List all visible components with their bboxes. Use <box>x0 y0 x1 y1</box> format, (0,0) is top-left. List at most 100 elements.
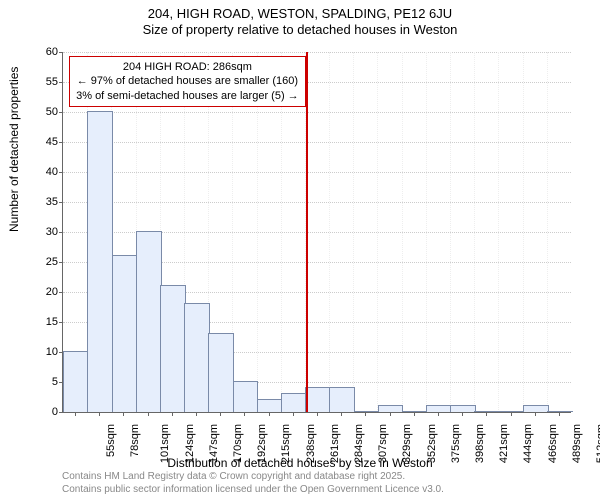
y-tick-label: 10 <box>34 346 58 358</box>
y-tick-label: 5 <box>34 376 58 388</box>
grid-line-h <box>63 172 571 173</box>
title-line-2: Size of property relative to detached ho… <box>0 22 600 38</box>
x-tick-label: 421sqm <box>498 424 510 463</box>
histogram-bar <box>329 387 355 412</box>
y-axis-label: Number of detached properties <box>7 67 21 232</box>
x-tick-label: 147sqm <box>208 424 220 463</box>
y-tick-label: 30 <box>34 226 58 238</box>
chart-title-block: 204, HIGH ROAD, WESTON, SPALDING, PE12 6… <box>0 0 600 39</box>
histogram-bar <box>208 333 234 412</box>
histogram-bar <box>160 285 186 412</box>
x-tick-mark <box>293 412 294 416</box>
x-tick-mark <box>172 412 173 416</box>
histogram-bar <box>450 405 476 412</box>
grid-line-v <box>498 52 499 412</box>
histogram-bar <box>402 411 428 412</box>
plot-wrap: 204 HIGH ROAD: 286sqm← 97% of detached h… <box>62 52 570 412</box>
grid-line-v <box>474 52 475 412</box>
y-tick-label: 25 <box>34 256 58 268</box>
y-tick-mark <box>59 142 63 143</box>
grid-line-h <box>63 112 571 113</box>
x-tick-mark <box>317 412 318 416</box>
grid-line-v <box>353 52 354 412</box>
histogram-bar <box>63 351 89 412</box>
y-tick-mark <box>59 112 63 113</box>
grid-line-v <box>523 52 524 412</box>
x-tick-mark <box>390 412 391 416</box>
x-tick-label: 78sqm <box>129 424 141 457</box>
x-tick-label: 261sqm <box>329 424 341 463</box>
x-tick-mark <box>269 412 270 416</box>
x-tick-label: 124sqm <box>184 424 196 463</box>
x-tick-label: 55sqm <box>105 424 117 457</box>
x-tick-mark <box>462 412 463 416</box>
plot-area: 204 HIGH ROAD: 286sqm← 97% of detached h… <box>62 52 571 413</box>
x-tick-label: 238sqm <box>305 424 317 463</box>
histogram-bar <box>281 393 307 412</box>
grid-line-v <box>402 52 403 412</box>
y-tick-label: 40 <box>34 166 58 178</box>
y-tick-label: 60 <box>34 46 58 58</box>
annotation-line: ← 97% of detached houses are smaller (16… <box>76 74 299 88</box>
y-tick-label: 20 <box>34 286 58 298</box>
histogram-bar <box>378 405 404 412</box>
y-tick-mark <box>59 172 63 173</box>
histogram-bar <box>523 405 549 412</box>
x-tick-mark <box>438 412 439 416</box>
x-tick-mark <box>196 412 197 416</box>
y-tick-mark <box>59 202 63 203</box>
grid-line-v <box>426 52 427 412</box>
y-tick-mark <box>59 232 63 233</box>
footer-attribution: Contains HM Land Registry data © Crown c… <box>62 471 444 496</box>
footer-line-2: Contains public sector information licen… <box>62 484 444 497</box>
x-tick-mark <box>559 412 560 416</box>
x-tick-label: 375sqm <box>450 424 462 463</box>
annotation-line: 3% of semi-detached houses are larger (5… <box>76 89 299 103</box>
histogram-bar <box>112 255 138 412</box>
x-tick-label: 192sqm <box>256 424 268 463</box>
x-tick-mark <box>341 412 342 416</box>
histogram-bar <box>305 387 331 412</box>
x-tick-mark <box>244 412 245 416</box>
y-tick-label: 35 <box>34 196 58 208</box>
x-tick-label: 284sqm <box>353 424 365 463</box>
histogram-bar <box>87 111 113 412</box>
x-tick-mark <box>123 412 124 416</box>
histogram-bar <box>136 231 162 412</box>
annotation-line: 204 HIGH ROAD: 286sqm <box>76 60 299 74</box>
x-tick-label: 489sqm <box>571 424 583 463</box>
y-tick-mark <box>59 52 63 53</box>
y-tick-mark <box>59 322 63 323</box>
x-tick-mark <box>365 412 366 416</box>
x-tick-label: 307sqm <box>377 424 389 463</box>
x-tick-label: 512sqm <box>595 424 600 463</box>
grid-line-h <box>63 142 571 143</box>
x-tick-mark <box>75 412 76 416</box>
marker-line <box>306 52 308 412</box>
grid-line-v <box>547 52 548 412</box>
x-tick-label: 101sqm <box>160 424 172 463</box>
x-tick-label: 466sqm <box>547 424 559 463</box>
title-line-1: 204, HIGH ROAD, WESTON, SPALDING, PE12 6… <box>0 6 600 22</box>
x-tick-mark <box>99 412 100 416</box>
grid-line-h <box>63 52 571 53</box>
y-tick-label: 55 <box>34 76 58 88</box>
x-tick-label: 329sqm <box>402 424 414 463</box>
x-tick-mark <box>486 412 487 416</box>
x-tick-label: 444sqm <box>522 424 534 463</box>
y-tick-mark <box>59 412 63 413</box>
grid-line-v <box>329 52 330 412</box>
x-tick-label: 215sqm <box>281 424 293 463</box>
grid-line-h <box>63 202 571 203</box>
y-tick-mark <box>59 292 63 293</box>
x-tick-mark <box>535 412 536 416</box>
y-tick-label: 15 <box>34 316 58 328</box>
histogram-bar <box>233 381 259 412</box>
grid-line-v <box>450 52 451 412</box>
x-tick-label: 170sqm <box>232 424 244 463</box>
y-tick-label: 0 <box>34 406 58 418</box>
x-tick-label: 352sqm <box>426 424 438 463</box>
x-tick-mark <box>148 412 149 416</box>
y-tick-label: 45 <box>34 136 58 148</box>
grid-line-v <box>377 52 378 412</box>
